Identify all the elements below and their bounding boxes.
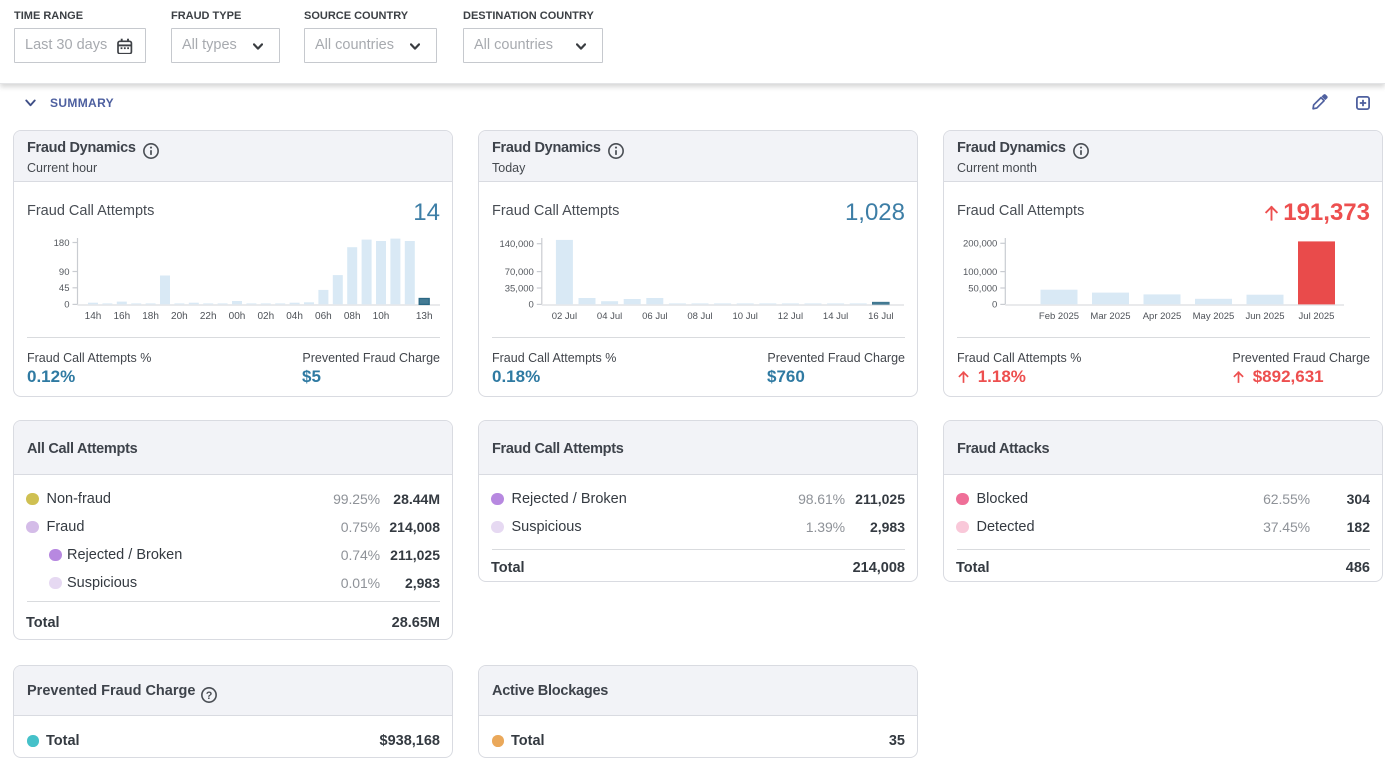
svg-text:13h: 13h xyxy=(416,311,433,322)
svg-text:Jun 2025: Jun 2025 xyxy=(1245,311,1284,322)
svg-text:04 Jul: 04 Jul xyxy=(597,311,622,322)
svg-text:70,000: 70,000 xyxy=(505,267,534,278)
svg-text:08 Jul: 08 Jul xyxy=(687,311,712,322)
svg-text:00h: 00h xyxy=(229,311,246,322)
svg-text:180: 180 xyxy=(54,238,70,249)
svg-text:Feb 2025: Feb 2025 xyxy=(1039,311,1079,322)
svg-text:14 Jul: 14 Jul xyxy=(823,311,848,322)
svg-text:14h: 14h xyxy=(85,311,102,322)
svg-text:200,000: 200,000 xyxy=(963,239,997,250)
svg-text:10 Jul: 10 Jul xyxy=(733,311,758,322)
svg-text:02 Jul: 02 Jul xyxy=(552,311,577,322)
svg-text:90: 90 xyxy=(59,267,70,278)
svg-text:08h: 08h xyxy=(344,311,361,322)
svg-text:50,000: 50,000 xyxy=(968,283,997,294)
svg-text:140,000: 140,000 xyxy=(499,239,533,250)
svg-text:02h: 02h xyxy=(257,311,274,322)
svg-text:Apr 2025: Apr 2025 xyxy=(1143,311,1182,322)
svg-text:16h: 16h xyxy=(113,311,130,322)
svg-text:0: 0 xyxy=(529,300,534,311)
svg-text:20h: 20h xyxy=(171,311,188,322)
svg-text:04h: 04h xyxy=(286,311,303,322)
svg-text:06h: 06h xyxy=(315,311,332,322)
svg-text:22h: 22h xyxy=(200,311,217,322)
svg-text:12 Jul: 12 Jul xyxy=(778,311,803,322)
svg-text:10h: 10h xyxy=(373,311,390,322)
svg-text:16 Jul: 16 Jul xyxy=(868,311,893,322)
svg-text:18h: 18h xyxy=(142,311,159,322)
svg-text:Jul 2025: Jul 2025 xyxy=(1299,311,1335,322)
svg-text:100,000: 100,000 xyxy=(963,267,997,278)
svg-text:06 Jul: 06 Jul xyxy=(642,311,667,322)
svg-text:May 2025: May 2025 xyxy=(1193,311,1235,322)
svg-text:35,000: 35,000 xyxy=(505,283,534,294)
svg-text:45: 45 xyxy=(59,283,70,294)
svg-text:?: ? xyxy=(206,690,213,702)
svg-text:Mar 2025: Mar 2025 xyxy=(1090,311,1130,322)
svg-text:0: 0 xyxy=(992,300,997,311)
svg-text:0: 0 xyxy=(64,300,69,311)
